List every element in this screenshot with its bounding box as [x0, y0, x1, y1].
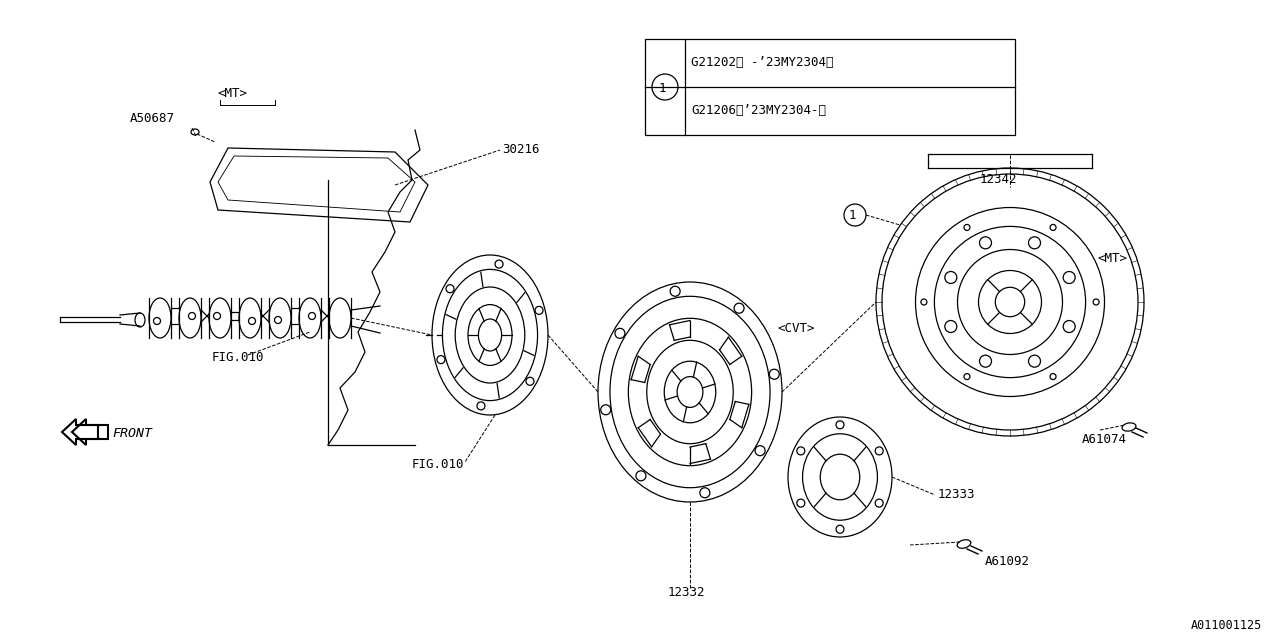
Text: <MT>: <MT> [1098, 252, 1128, 265]
Text: G21202〈 -’23MY2304〉: G21202〈 -’23MY2304〉 [691, 56, 833, 70]
Text: 12332: 12332 [668, 586, 705, 599]
Text: A61074: A61074 [1082, 433, 1126, 446]
Text: FIG.010: FIG.010 [212, 351, 265, 364]
Text: A61092: A61092 [986, 555, 1030, 568]
Bar [645, 39, 1015, 135]
Text: 1: 1 [659, 82, 667, 95]
Text: 30216: 30216 [502, 143, 539, 156]
Text: <MT>: <MT> [218, 87, 247, 100]
Text: FIG.010: FIG.010 [412, 458, 465, 471]
Text: FRONT: FRONT [113, 427, 152, 440]
Text: G21206〈’23MY2304-〉: G21206〈’23MY2304-〉 [691, 104, 826, 118]
Text: <CVT>: <CVT> [778, 322, 815, 335]
Text: A011001125: A011001125 [1190, 619, 1262, 632]
Text: 1: 1 [849, 209, 856, 222]
Text: A50687: A50687 [131, 112, 175, 125]
Text: 12342: 12342 [980, 173, 1018, 186]
Text: 12333: 12333 [938, 488, 975, 501]
